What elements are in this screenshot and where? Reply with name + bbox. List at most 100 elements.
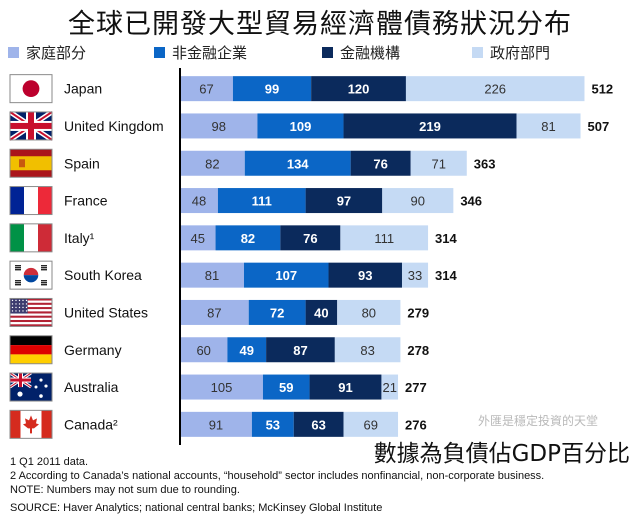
legend-item-household: 家庭部分	[8, 41, 86, 63]
bar-segment-financial	[311, 76, 406, 102]
japan-flag-icon	[9, 74, 53, 104]
total-label: 314	[435, 231, 457, 246]
total-label: 346	[460, 194, 482, 209]
data-label: 98	[211, 119, 225, 134]
watermark-text: 外匯是穩定投資的天堂	[478, 414, 599, 428]
bar-segment-nonfinancial	[232, 76, 312, 102]
data-label: 81	[541, 119, 555, 134]
canada-flag-icon	[9, 409, 53, 439]
bar-segment-household	[180, 76, 233, 102]
bar-segment-government	[343, 411, 399, 437]
total-label: 279	[407, 305, 429, 320]
category-label: United States	[64, 304, 148, 320]
category-label: United Kingdom	[64, 118, 164, 134]
legend-swatch-government	[472, 46, 483, 58]
data-label: 49	[240, 343, 254, 358]
bar-segment-government	[516, 113, 581, 139]
data-label: 226	[484, 82, 506, 97]
bar-segment-nonfinancial	[257, 113, 344, 139]
data-label: 60	[196, 343, 210, 358]
data-label: 134	[287, 156, 309, 171]
legend-item-financial: 金融機構	[322, 41, 400, 63]
bar-segment-nonfinancial	[248, 299, 306, 325]
bar-segment-financial	[343, 113, 517, 139]
bar-segment-nonfinancial	[243, 262, 329, 288]
data-label: 83	[360, 343, 374, 358]
legend-swatch-nonfinancial	[154, 46, 165, 58]
bar-segment-household	[180, 411, 252, 437]
footnote-note: NOTE: Numbers may not sum due to roundin…	[10, 484, 240, 496]
bar-segment-household	[180, 188, 218, 214]
data-label: 109	[290, 119, 312, 134]
data-label: 76	[303, 231, 317, 246]
category-label: Australia	[64, 379, 119, 395]
data-label: 87	[293, 343, 307, 358]
data-label: 59	[279, 380, 293, 395]
total-label: 278	[407, 343, 429, 358]
data-label: 48	[192, 194, 206, 209]
legend-label-household: 家庭部分	[26, 43, 87, 62]
bar-segment-financial	[266, 337, 335, 363]
data-label: 219	[419, 119, 441, 134]
data-label: 97	[337, 194, 351, 209]
total-label: 363	[474, 156, 496, 171]
bar-segment-nonfinancial	[251, 411, 294, 437]
bar-segment-government	[405, 76, 585, 102]
total-label: 276	[405, 417, 427, 432]
data-label: 105	[211, 380, 233, 395]
legend-label-government: 政府部門	[490, 43, 551, 62]
data-label: 67	[199, 82, 213, 97]
category-label: Spain	[64, 155, 100, 171]
bar-segment-government	[340, 225, 429, 251]
data-label: 111	[252, 194, 272, 209]
data-label: 91	[338, 380, 352, 395]
data-label: 120	[348, 82, 370, 97]
bar-segment-government	[401, 262, 429, 288]
data-label: 81	[205, 268, 219, 283]
data-label: 99	[265, 82, 279, 97]
bar-segment-financial	[305, 188, 383, 214]
data-label: 93	[358, 268, 372, 283]
italy-flag-icon	[9, 223, 53, 253]
footnote-source: SOURCE: Haver Analytics; national centra…	[10, 502, 383, 514]
bar-segment-financial	[350, 150, 411, 176]
spain-flag-icon	[9, 148, 53, 178]
data-label: 90	[411, 194, 425, 209]
data-label: 76	[373, 156, 387, 171]
france-flag-icon	[9, 186, 53, 216]
footnote-2: 2 According to Canada’s national account…	[10, 470, 545, 482]
bar-segment-government	[334, 337, 401, 363]
bar-segment-government	[410, 150, 467, 176]
data-label: 87	[207, 305, 221, 320]
data-label: 107	[275, 268, 297, 283]
legend-item-government: 政府部門	[472, 41, 550, 63]
germany-flag-icon	[9, 335, 53, 365]
category-label: France	[64, 193, 108, 209]
data-label: 82	[241, 231, 255, 246]
category-label: Italy¹	[64, 230, 95, 246]
bar-segment-government	[337, 299, 401, 325]
total-label: 314	[435, 268, 457, 283]
bar-segment-financial	[280, 225, 341, 251]
data-label: 72	[270, 305, 284, 320]
bar-segment-household	[180, 225, 216, 251]
data-label: 71	[431, 156, 445, 171]
bar-segment-nonfinancial	[217, 188, 306, 214]
bar-segment-government	[382, 188, 454, 214]
category-label: Canada²	[64, 416, 118, 432]
bar-segment-government	[381, 374, 399, 400]
bar-segment-household	[180, 150, 245, 176]
data-label: 63	[311, 417, 325, 432]
bar-segment-household	[180, 337, 228, 363]
legend-label-financial: 金融機構	[340, 43, 401, 62]
data-label: 82	[205, 156, 219, 171]
data-label: 111	[374, 231, 394, 246]
data-label: 21	[383, 380, 397, 395]
legend-item-nonfinancial: 非金融企業	[154, 41, 247, 63]
data-label: 69	[364, 417, 378, 432]
data-label: 80	[362, 305, 376, 320]
data-label: 45	[191, 231, 205, 246]
legend-label-nonfinancial: 非金融企業	[172, 43, 248, 62]
bar-segment-nonfinancial	[262, 374, 310, 400]
